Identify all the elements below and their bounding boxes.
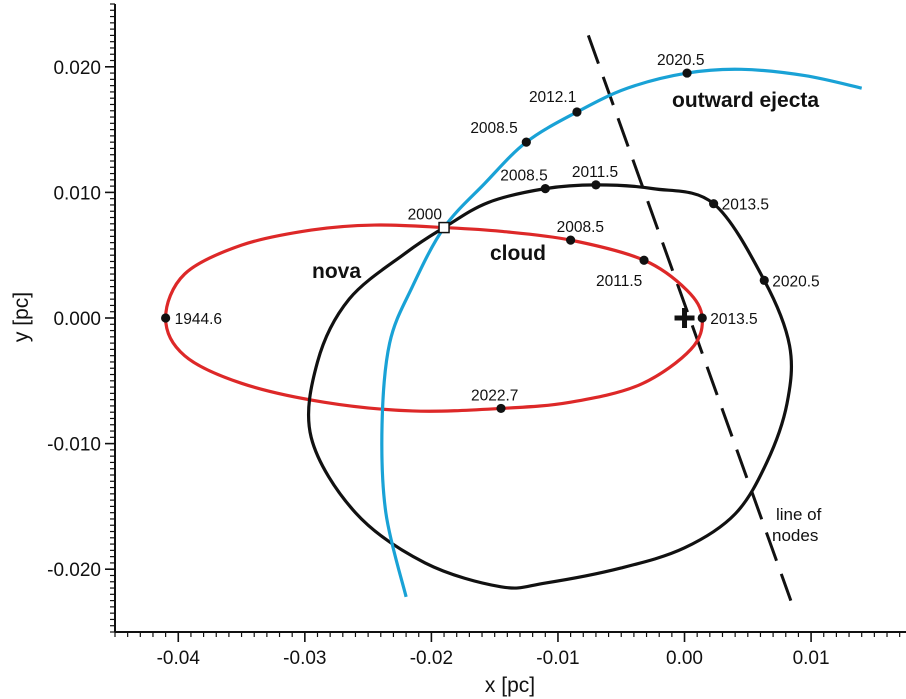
point-label-nova-1944-6: 1944.6: [175, 311, 222, 328]
point-label-2000: 2000: [408, 207, 443, 224]
point-nova-2011-5: [639, 255, 649, 265]
point-cloud-2020-5: [759, 275, 769, 285]
line-of-nodes-label-line1: line of: [776, 505, 822, 524]
x-tick-label: 0.01: [793, 648, 830, 669]
point-label-cloud-2020-5: 2020.5: [772, 273, 819, 290]
point-outward-ejecta-2020-5: [682, 68, 692, 78]
line-of-nodes: [586, 34, 793, 602]
series-outward-ejecta-curve: [380, 67, 863, 598]
point-label-outward-ejecta-2020-5: 2020.5: [657, 52, 704, 69]
y-axis-title: y [pc]: [10, 292, 33, 342]
series-label-nova: nova: [312, 260, 361, 283]
start-marker-2000: [438, 221, 450, 234]
center-cross-marker: [674, 308, 695, 328]
point-outward-ejecta-2012-1: [572, 107, 582, 117]
line-of-nodes-label-line2: nodes: [772, 526, 818, 545]
y-tick-label: 0.000: [53, 309, 101, 330]
orbit-curves: [164, 34, 863, 602]
point-label-outward-ejecta-2008-5: 2008.5: [470, 120, 517, 137]
point-nova-2013-5: [697, 313, 707, 323]
point-label-cloud-2013-5: 2013.5: [722, 197, 769, 214]
point-cloud-2008-5: [540, 184, 550, 194]
point-label-outward-ejecta-2012-1: 2012.1: [529, 89, 576, 106]
series-cloud-curve: [306, 183, 794, 590]
x-tick-label: -0.03: [283, 648, 326, 669]
series-label-cloud: cloud: [490, 242, 546, 265]
y-tick-label: -0.020: [47, 560, 101, 581]
point-label-cloud-2011-5: 2011.5: [572, 164, 618, 181]
point-nova-2008-5: [566, 235, 576, 245]
point-cloud-2011-5: [591, 180, 601, 190]
axes: -0.04 -0.03 -0.02 -0.01 0.00 0.01 0.020 0.010 0.…: [47, 3, 906, 669]
series-nova-curve: [164, 223, 704, 413]
x-tick-label: -0.02: [410, 648, 453, 669]
labeled-points: 1944.6 2000 2008.5 2011.5 2013.5 2022.7 2008.5…: [161, 52, 820, 414]
point-label-nova-2011-5: 2011.5: [596, 273, 642, 290]
point-label-nova-2022-7: 2022.7: [471, 387, 518, 404]
y-tick-label: 0.020: [53, 58, 101, 79]
point-label-nova-2013-5: 2013.5: [710, 311, 757, 328]
y-tick-label: 0.010: [53, 183, 101, 204]
x-tick-label: 0.00: [666, 648, 703, 669]
series-label-outward-ejecta: outward ejecta: [672, 89, 819, 112]
point-nova-2022-7: [496, 403, 506, 414]
point-label-nova-2008-5: 2008.5: [557, 219, 604, 236]
x-tick-label: -0.01: [536, 648, 579, 669]
x-tick-label: -0.04: [157, 648, 201, 669]
point-cloud-2013-5: [709, 199, 719, 209]
y-tick-label: -0.010: [47, 435, 101, 456]
point-outward-ejecta-2008-5: [521, 137, 531, 147]
x-axis-title: x [pc]: [485, 674, 535, 697]
point-nova-1944-6: [161, 313, 171, 323]
point-label-cloud-2008-5: 2008.5: [500, 168, 547, 185]
